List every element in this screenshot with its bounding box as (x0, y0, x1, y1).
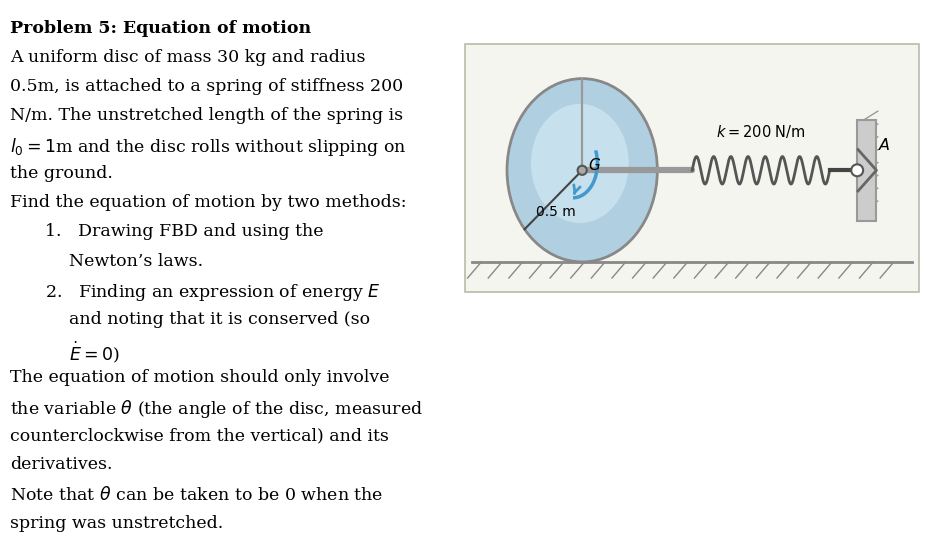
Text: counterclockwise from the vertical) and its: counterclockwise from the vertical) and … (10, 427, 389, 444)
Text: The equation of motion should only involve: The equation of motion should only invol… (10, 369, 390, 386)
Text: the variable $\theta$ (the angle of the disc, measured: the variable $\theta$ (the angle of the … (10, 398, 423, 420)
Text: the ground.: the ground. (10, 165, 113, 182)
Circle shape (851, 164, 863, 176)
Text: Note that $\theta$ can be taken to be 0 when the: Note that $\theta$ can be taken to be 0 … (10, 486, 383, 503)
Text: A uniform disc of mass 30 kg and radius: A uniform disc of mass 30 kg and radius (10, 49, 366, 66)
Ellipse shape (507, 78, 657, 262)
Text: 2.   Finding an expression of energy $E$: 2. Finding an expression of energy $E$ (44, 282, 381, 303)
Text: $k = 200$ N/m: $k = 200$ N/m (716, 124, 806, 141)
Text: 1.   Drawing FBD and using the: 1. Drawing FBD and using the (44, 223, 323, 240)
Text: $\dot{E} = 0$): $\dot{E} = 0$) (69, 340, 120, 365)
Text: Find the equation of motion by two methods:: Find the equation of motion by two metho… (10, 194, 407, 211)
Text: G: G (588, 158, 600, 173)
Text: derivatives.: derivatives. (10, 456, 112, 473)
Text: 0.5m, is attached to a spring of stiffness 200: 0.5m, is attached to a spring of stiffne… (10, 78, 403, 95)
Text: 0.5 m: 0.5 m (536, 204, 576, 218)
Text: spring was unstretched.: spring was unstretched. (10, 515, 223, 531)
Text: Newton’s laws.: Newton’s laws. (69, 253, 204, 269)
Ellipse shape (531, 104, 629, 223)
Bar (857, 120, 876, 221)
Circle shape (578, 166, 587, 175)
Text: and noting that it is conserved (so: and noting that it is conserved (so (69, 311, 370, 328)
Text: A: A (879, 138, 890, 152)
Text: $l_0 = 1$m and the disc rolls without slipping on: $l_0 = 1$m and the disc rolls without sl… (10, 136, 407, 158)
FancyBboxPatch shape (465, 44, 920, 292)
Text: N/m. The unstretched length of the spring is: N/m. The unstretched length of the sprin… (10, 107, 403, 124)
Text: Problem 5: Equation of motion: Problem 5: Equation of motion (10, 20, 311, 36)
